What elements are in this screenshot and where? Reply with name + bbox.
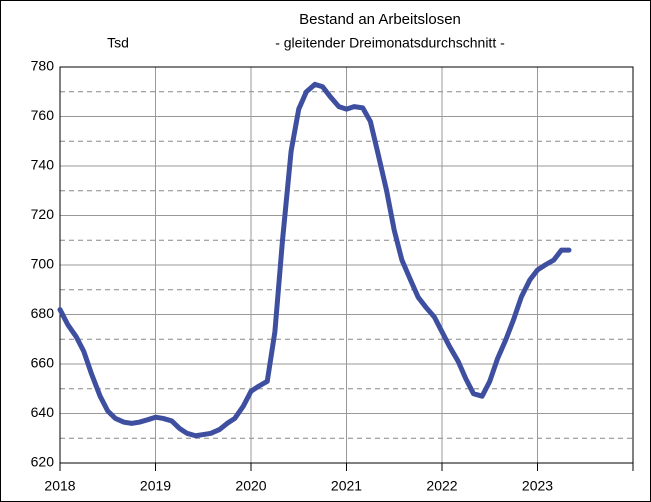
y-tick-label: 660 xyxy=(31,355,55,371)
y-axis-label: Tsd xyxy=(107,35,129,51)
chart-title: Bestand an Arbeitslosen xyxy=(299,11,461,28)
y-tick-label: 680 xyxy=(31,305,55,321)
y-tick-label: 700 xyxy=(31,256,55,272)
x-tick-label: 2020 xyxy=(235,478,266,494)
y-tick-label: 720 xyxy=(31,206,55,222)
x-tick-label: 2022 xyxy=(426,478,457,494)
x-tick-label: 2019 xyxy=(140,478,171,494)
y-tick-label: 780 xyxy=(31,58,55,74)
x-tick-label: 2023 xyxy=(522,478,553,494)
y-tick-label: 640 xyxy=(31,404,55,420)
chart-subtitle: - gleitender Dreimonatsdurchschnitt - xyxy=(275,35,505,51)
y-tick-label: 620 xyxy=(31,454,55,470)
plot-border xyxy=(59,66,634,464)
x-tick-label: 2018 xyxy=(44,478,75,494)
y-tick-label: 740 xyxy=(31,157,55,173)
data-line xyxy=(57,81,572,439)
y-tick-label: 760 xyxy=(31,107,55,123)
x-tick-label: 2021 xyxy=(331,478,362,494)
